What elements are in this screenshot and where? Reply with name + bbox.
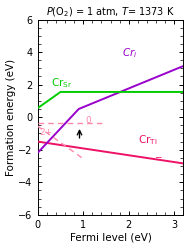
Text: 0: 0 bbox=[85, 116, 91, 125]
Text: $-$: $-$ bbox=[154, 151, 162, 160]
Text: 2+: 2+ bbox=[40, 128, 53, 137]
Text: Cr$_i$: Cr$_i$ bbox=[122, 46, 138, 60]
X-axis label: Fermi level (eV): Fermi level (eV) bbox=[70, 232, 151, 243]
Y-axis label: Formation energy (eV): Formation energy (eV) bbox=[5, 59, 15, 176]
Title: $P$(O$_2$) = 1 atm, $T$= 1373 K: $P$(O$_2$) = 1 atm, $T$= 1373 K bbox=[46, 5, 175, 19]
Text: Cr$_{\rm Sr}$: Cr$_{\rm Sr}$ bbox=[51, 77, 72, 90]
Text: Cr$_{\rm Ti}$: Cr$_{\rm Ti}$ bbox=[138, 133, 157, 147]
